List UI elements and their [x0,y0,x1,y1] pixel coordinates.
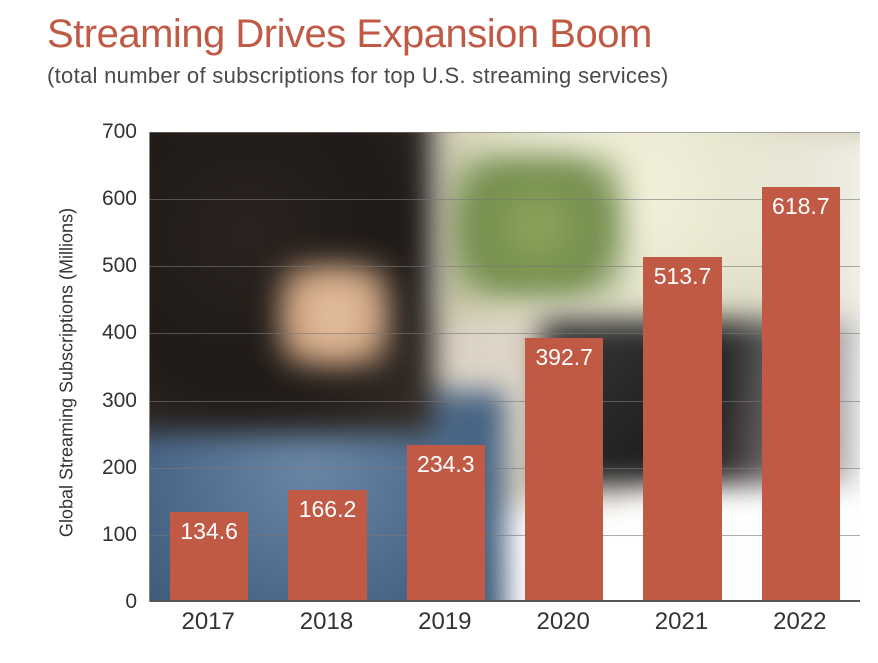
bar: 166.2 [288,490,366,602]
y-tick-label: 600 [47,187,137,211]
gridline [150,266,860,267]
x-tick-label: 2022 [741,608,859,636]
page: Streaming Drives Expansion Boom (total n… [0,0,878,663]
y-tick-label: 0 [47,590,137,614]
bar-chart: Global Streaming Subscriptions (Millions… [47,112,867,652]
x-tick-label: 2021 [622,608,740,636]
bar: 134.6 [170,512,248,602]
y-tick-label: 700 [47,120,137,144]
chart-subtitle: (total number of subscriptions for top U… [47,63,669,89]
gridline [150,401,860,402]
x-tick-label: 2020 [504,608,622,636]
gridline [150,199,860,200]
gridline [150,132,860,133]
y-tick-label: 400 [47,321,137,345]
x-axis-line [150,600,860,602]
chart-title: Streaming Drives Expansion Boom [47,12,652,57]
x-tick-label: 2018 [267,608,385,636]
bar: 234.3 [407,445,485,602]
gridline [150,333,860,334]
gridline [150,468,860,469]
gridline [150,535,860,536]
bar: 618.7 [762,187,840,602]
bar-value-label: 392.7 [525,344,603,371]
y-tick-label: 200 [47,456,137,480]
bar-value-label: 134.6 [170,518,248,545]
y-tick-label: 300 [47,389,137,413]
bar: 513.7 [643,257,721,602]
x-tick-label: 2019 [386,608,504,636]
plot-area: 134.6 166.2 234.3 392.7 513.7 618.7 [149,132,860,602]
bar-value-label: 234.3 [407,451,485,478]
x-tick-label: 2017 [149,608,267,636]
bar-value-label: 166.2 [288,496,366,523]
y-tick-label: 100 [47,523,137,547]
y-tick-label: 500 [47,254,137,278]
bar: 392.7 [525,338,603,602]
bar-value-label: 513.7 [643,263,721,290]
photo-backdrop [150,132,860,602]
bar-value-label: 618.7 [762,193,840,220]
